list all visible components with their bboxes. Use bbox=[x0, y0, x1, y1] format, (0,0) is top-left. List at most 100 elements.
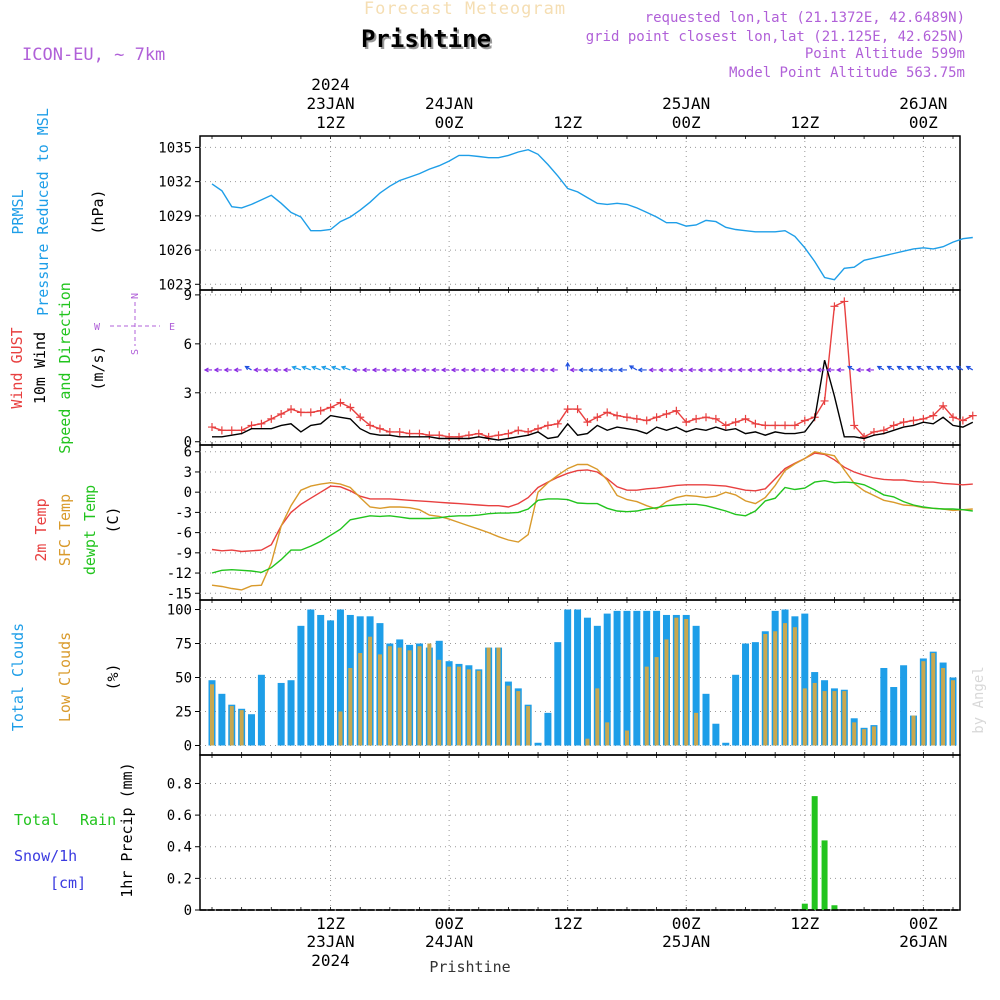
wind-arrow bbox=[549, 367, 558, 373]
low-cloud-bar bbox=[941, 667, 946, 746]
wind-arrow bbox=[282, 367, 292, 373]
wind-arrow bbox=[677, 367, 687, 373]
wind-arrow bbox=[253, 367, 262, 373]
gust-point bbox=[889, 421, 898, 430]
wind-arrow bbox=[865, 367, 874, 373]
station-title: Prishtine bbox=[361, 25, 491, 53]
wind-ytick-label: 3 bbox=[184, 386, 192, 402]
wind-ytick-label: 6 bbox=[184, 337, 192, 353]
wind-arrow bbox=[628, 365, 638, 371]
gust-point bbox=[850, 421, 859, 430]
cloud-ytick-label: 0 bbox=[184, 738, 192, 754]
low-cloud-bar bbox=[407, 650, 412, 746]
gust-point bbox=[968, 411, 977, 420]
wind-arrow bbox=[244, 365, 252, 371]
wind-arrow bbox=[460, 367, 469, 373]
wind-arrow bbox=[311, 365, 321, 371]
wind-arrow bbox=[786, 367, 795, 373]
wind-arrow bbox=[855, 367, 865, 373]
label-ms: (m/s) bbox=[89, 345, 107, 390]
low-cloud-bar bbox=[457, 666, 461, 746]
total-cloud-bar bbox=[574, 609, 582, 746]
gust-point bbox=[366, 421, 375, 430]
gust-point bbox=[326, 403, 335, 412]
low-cloud-bar bbox=[526, 706, 531, 746]
total-cloud-bar bbox=[564, 609, 572, 746]
series-dewpt-temp bbox=[211, 479, 973, 574]
cloud-panel: 0 25 50 75 100 bbox=[167, 599, 961, 756]
low-cloud-bar bbox=[358, 653, 363, 746]
wind-arrow bbox=[687, 367, 697, 373]
gust-point bbox=[583, 418, 592, 427]
gust-point bbox=[711, 414, 720, 423]
gridpoint-location: grid point closest lon,lat (21.125E, 42.… bbox=[586, 29, 965, 45]
total-cloud-bar bbox=[534, 742, 542, 746]
wind-arrow bbox=[450, 367, 459, 373]
gust-point bbox=[336, 398, 345, 407]
total-cloud-bar bbox=[336, 609, 344, 746]
wind-ytick-label: 0 bbox=[184, 435, 192, 451]
total-cloud-bar bbox=[880, 667, 888, 746]
gust-point bbox=[652, 413, 661, 422]
wind-arrow bbox=[421, 367, 430, 373]
gust-point bbox=[277, 410, 286, 418]
gust-point bbox=[425, 431, 434, 440]
total-cloud-bar bbox=[722, 742, 730, 746]
label-cm: [cm] bbox=[50, 874, 86, 892]
temp-labels: 2m Temp SFC Temp dewpt Temp (C) bbox=[32, 485, 122, 575]
gust-point bbox=[395, 427, 404, 436]
precip-ytick-label: 0.2 bbox=[167, 871, 192, 887]
gust-point bbox=[751, 419, 760, 428]
compass-e: E bbox=[169, 322, 175, 333]
total-cloud-bar bbox=[702, 693, 710, 746]
wind-arrow bbox=[727, 367, 736, 373]
wind-arrow bbox=[223, 367, 232, 373]
wind-arrow bbox=[411, 367, 420, 373]
series-sfc-temp bbox=[211, 450, 973, 591]
bottom-date-label: 24JAN bbox=[425, 932, 473, 951]
gust-point bbox=[494, 431, 503, 440]
low-cloud-bar bbox=[348, 667, 353, 746]
gust-point bbox=[741, 414, 750, 423]
temp-panel: -15 -12 -9 -6 -3 0 3 6 bbox=[167, 444, 973, 602]
compass-w: W bbox=[94, 322, 101, 333]
series-10m-wind bbox=[212, 360, 974, 441]
label-speed-direction: Speed and Direction bbox=[56, 282, 74, 454]
wind-arrow bbox=[697, 367, 706, 373]
gust-point bbox=[632, 414, 641, 423]
low-cloud-bar bbox=[486, 647, 491, 746]
wind-arrow bbox=[766, 367, 776, 373]
total-cloud-bar bbox=[544, 712, 552, 746]
precip-ytick-label: 0.8 bbox=[167, 776, 192, 792]
bottom-date-label: 26JAN bbox=[899, 932, 947, 951]
total-cloud-bar bbox=[287, 680, 295, 746]
wind-arrow bbox=[578, 367, 588, 373]
wind-arrow bbox=[565, 361, 571, 370]
total-cloud-bar bbox=[623, 610, 631, 746]
gust-point bbox=[563, 405, 572, 414]
total-cloud-bar bbox=[801, 613, 809, 746]
low-cloud-bar bbox=[239, 710, 244, 746]
low-cloud-bar bbox=[229, 706, 234, 746]
gust-point bbox=[642, 416, 651, 425]
chart-subtitle: Forecast Meteogram bbox=[364, 0, 566, 19]
low-cloud-bar bbox=[852, 722, 857, 746]
panels: 102310261029103210350369-15-12-9-6-30360… bbox=[158, 135, 977, 919]
wind-arrow bbox=[381, 367, 390, 373]
gust-point bbox=[958, 416, 967, 425]
wind-arrow bbox=[203, 367, 212, 373]
gust-point bbox=[909, 416, 918, 425]
gust-point bbox=[296, 408, 305, 417]
wind-arrow bbox=[916, 365, 924, 371]
low-cloud-bar bbox=[842, 691, 847, 746]
bottom-date-label: 25JAN bbox=[662, 932, 710, 951]
label-dewpt-temp: dewpt Temp bbox=[81, 485, 99, 575]
low-cloud-bar bbox=[654, 657, 659, 746]
low-cloud-bar bbox=[862, 729, 867, 746]
footer-station: Prishtine bbox=[429, 958, 510, 976]
total-cloud-bar bbox=[317, 614, 325, 746]
temp-ytick-label: -12 bbox=[167, 566, 192, 582]
gust-point bbox=[781, 421, 790, 430]
precip-ytick-label: 0.6 bbox=[167, 808, 192, 824]
